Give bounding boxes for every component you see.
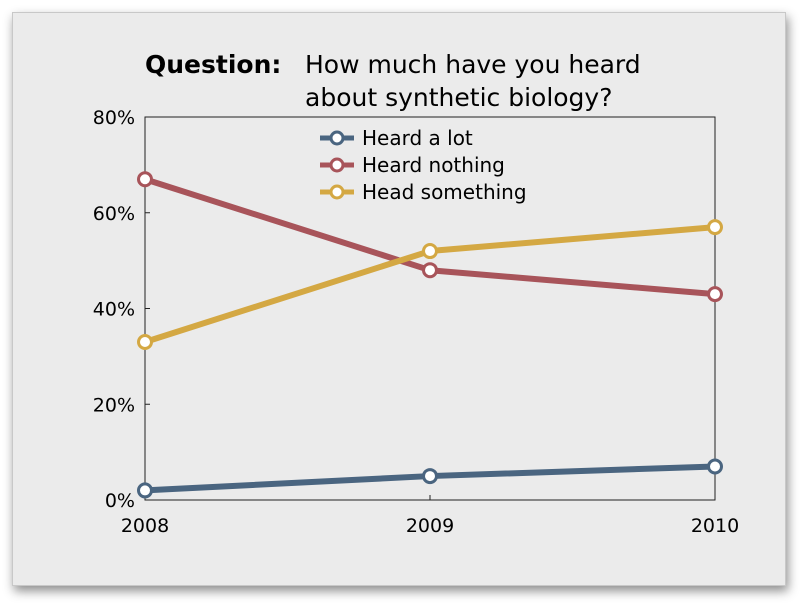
chart-title-line-2: about synthetic biology? [305,83,613,112]
series-lines [137,171,723,499]
legend-swatch-marker [329,157,345,173]
y-tick-label: 40% [93,299,135,321]
legend-swatch-marker [329,130,345,146]
data-point [422,243,438,260]
data-point [707,286,723,303]
legend-label: Heard a lot [362,126,473,150]
data-point [422,262,438,279]
y-tick-label: 80% [93,107,135,129]
y-axis: 0% 20% 40% 60% 80% [93,107,150,512]
data-point [422,468,438,485]
data-point [137,334,153,351]
legend-swatch-marker [329,184,345,200]
chart-title-bold: Question: [145,50,281,79]
data-point [707,219,723,236]
x-tick-label: 2008 [121,515,169,537]
y-tick-label: 20% [93,394,135,416]
x-tick-label: 2010 [691,515,739,537]
y-tick-label: 60% [93,203,135,225]
chart-title-line-1: How much have you heard [305,50,641,79]
y-tick-label: 0% [105,490,135,512]
legend: Heard a lot Heard nothing Head something [320,126,527,204]
x-tick-label: 2009 [406,515,454,537]
data-point [707,458,723,475]
data-point [137,482,153,499]
legend-label: Head something [362,180,527,204]
legend-label: Heard nothing [362,153,505,177]
data-point [137,171,153,188]
x-axis: 2008 2009 2010 [121,495,739,537]
